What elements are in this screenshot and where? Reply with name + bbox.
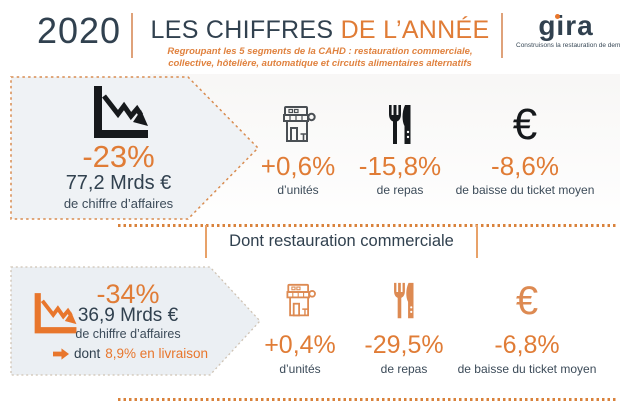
mid-dotted-divider	[118, 224, 618, 227]
euro-icon-orange: €	[515, 279, 539, 323]
declining-chart-icon	[94, 86, 148, 138]
page-title-orange: DE L’ANNÉE	[340, 16, 490, 44]
delivery-note-highlight: 8,9% en livraison	[105, 346, 209, 361]
cutlery-icon	[384, 98, 416, 146]
page-title-dark: LES CHIFFRES	[150, 16, 341, 44]
commercial-revenue-amount: 36,9 Mrds €	[77, 305, 179, 326]
divider-label: Dont restauration commerciale	[229, 232, 454, 250]
commercial-units-stat: +0,4% d’unités	[210, 280, 390, 376]
divider-label-box: Dont restauration commerciale	[205, 225, 478, 258]
overall-meals-stat: -15,8% de repas	[310, 98, 490, 197]
header-divider-right	[501, 13, 503, 58]
commercial-units-value: +0,4%	[264, 331, 336, 359]
delivery-note-prefix: dont	[73, 346, 101, 361]
overall-units-stat: +0,6% d’unités	[208, 98, 388, 197]
commercial-units-label: d’unités	[279, 362, 321, 376]
overall-ticket-label: de baisse du ticket moyen	[455, 183, 595, 197]
overall-revenue-caption: de chiffre d’affaires	[63, 196, 174, 211]
overall-revenue-percent: -23%	[82, 139, 155, 174]
overall-meals-value: -15,8%	[358, 151, 442, 181]
commercial-arrow-box	[10, 266, 261, 376]
commercial-ticket-value: -6,8%	[494, 331, 560, 359]
page-title: LES CHIFFRES DE L’ANNÉE	[148, 16, 492, 45]
commercial-meals-label: de repas	[380, 362, 428, 376]
bottom-dotted-divider	[118, 398, 618, 401]
storefront-icon-orange	[282, 280, 318, 320]
euro-icon: €	[512, 100, 538, 149]
overall-meals-label: de repas	[376, 183, 424, 197]
storefront-icon	[278, 98, 318, 146]
header-divider-left	[131, 13, 133, 58]
overall-units-label: d’unités	[277, 183, 319, 197]
commercial-meals-stat: -29,5% de repas	[314, 280, 494, 376]
delivery-note: dont 8,9% en livraison	[33, 346, 228, 361]
commercial-revenue-percent: -34%	[96, 279, 160, 309]
page-subtitle: Regroupant les 5 segments de la CAHD : r…	[146, 46, 494, 71]
commercial-ticket-stat: € -6,8% de baisse du ticket moyen	[437, 280, 617, 376]
year-label: 2020	[36, 10, 122, 51]
commercial-ticket-label: de baisse du ticket moyen	[457, 362, 597, 376]
overall-revenue-amount: 77,2 Mrds €	[65, 172, 172, 194]
gira-logo-text: gira	[538, 10, 594, 41]
page-subtitle-line2: collective, hôtelière, automatique et ci…	[168, 58, 472, 70]
declining-chart-icon-orange	[34, 293, 77, 334]
commercial-revenue-caption: de chiffre d’affaires	[75, 327, 181, 341]
right-arrow-icon	[52, 347, 69, 360]
overall-ticket-stat: € -8,6% de baisse du ticket moyen	[435, 98, 615, 198]
gira-logo: gira Construisons la restauration de dem…	[516, 10, 620, 50]
overall-units-value: +0,6%	[260, 151, 336, 181]
commercial-meals-value: -29,5%	[364, 331, 444, 359]
page-subtitle-line1: Regroupant les 5 segments de la CAHD : r…	[167, 46, 473, 57]
logo-i-dot	[555, 14, 561, 19]
cutlery-icon-orange	[389, 280, 419, 320]
overall-arrow-box	[10, 76, 260, 220]
gira-logo-tagline: Construisons la restauration de demain	[516, 42, 620, 49]
overall-ticket-value: -8,6%	[491, 151, 559, 181]
